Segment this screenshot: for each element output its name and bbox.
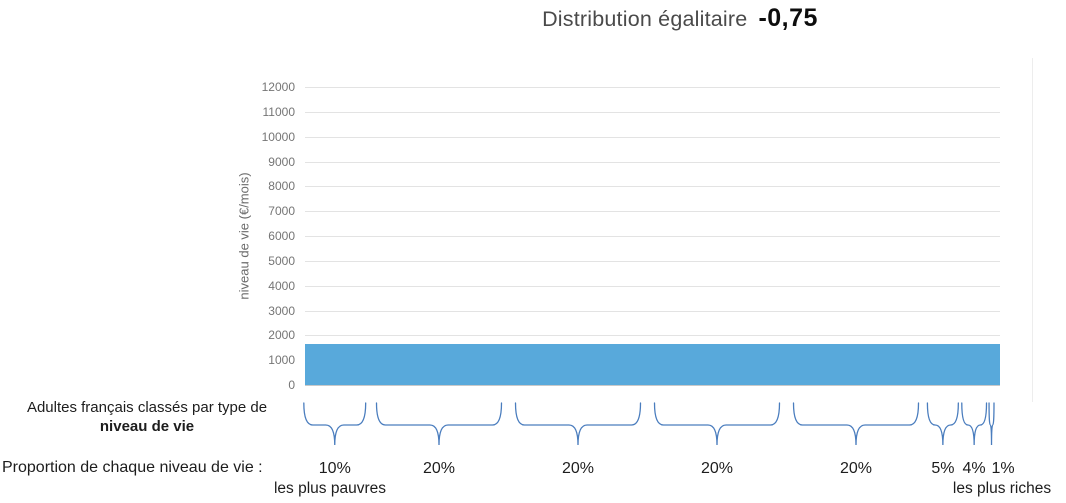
group-percent-label: 20% bbox=[839, 460, 873, 477]
gridline bbox=[305, 310, 1000, 312]
brace bbox=[792, 402, 920, 446]
group-percent-label: 20% bbox=[700, 460, 734, 477]
poorest-label: les plus pauvres bbox=[273, 480, 386, 497]
group-percent-label: 20% bbox=[422, 460, 456, 477]
y-tick-label: 10000 bbox=[261, 129, 295, 144]
y-tick-label: 4000 bbox=[268, 278, 295, 293]
y-tick-label: 7000 bbox=[268, 204, 295, 219]
y-tick-label: 5000 bbox=[268, 253, 295, 268]
gridline bbox=[305, 111, 1000, 113]
y-tick-label: 11000 bbox=[262, 104, 295, 119]
y-tick-label: 2000 bbox=[268, 328, 295, 343]
gridline bbox=[305, 236, 1000, 237]
x-baseline bbox=[305, 385, 1000, 386]
distribution-bar[interactable] bbox=[305, 344, 1000, 385]
chart-title-text: Distribution égalitaire bbox=[542, 7, 748, 31]
chart-right-border bbox=[1032, 58, 1033, 402]
gridline bbox=[305, 211, 1000, 213]
y-tick-label: 6000 bbox=[268, 229, 295, 243]
population-caption-line1: Adultes français classés par type de bbox=[26, 399, 268, 416]
richest-label: les plus riches bbox=[952, 480, 1052, 497]
y-tick-label: 8000 bbox=[268, 179, 295, 194]
brace bbox=[926, 402, 959, 446]
gridline bbox=[305, 186, 1000, 188]
gridline bbox=[305, 285, 1000, 287]
group-braces bbox=[303, 402, 995, 446]
y-tick-label: 12000 bbox=[261, 80, 295, 94]
y-tick-label: 0 bbox=[288, 378, 295, 392]
brace bbox=[653, 402, 781, 446]
brace bbox=[375, 402, 503, 446]
group-percent-label: 20% bbox=[561, 460, 595, 477]
chart-title-value: -0,75 bbox=[758, 4, 818, 32]
group-percent-label: 4% bbox=[962, 460, 986, 477]
population-caption-line2: niveau de vie bbox=[99, 418, 195, 435]
brace bbox=[303, 402, 367, 446]
y-tick-label: 3000 bbox=[268, 303, 295, 318]
group-percent-label: 10% bbox=[318, 460, 351, 477]
gridline bbox=[305, 161, 1000, 163]
population-caption: Adultes français classés par type de niv… bbox=[5, 398, 289, 436]
y-tick-label: 1000 bbox=[268, 353, 295, 368]
proportion-caption: Proportion de chaque niveau de vie : bbox=[2, 459, 263, 476]
gridline bbox=[305, 260, 1000, 262]
gridline bbox=[305, 87, 1000, 88]
gridline bbox=[305, 136, 1000, 138]
gridline bbox=[305, 335, 1000, 337]
brace bbox=[988, 402, 995, 446]
chart-title: Distribution égalitaire -0,75 bbox=[330, 2, 1030, 38]
group-percent-label: 1% bbox=[991, 460, 1015, 477]
group-percent-label: 5% bbox=[931, 460, 955, 477]
brace bbox=[961, 402, 988, 446]
y-tick-label: 9000 bbox=[268, 154, 295, 169]
brace bbox=[514, 402, 642, 446]
